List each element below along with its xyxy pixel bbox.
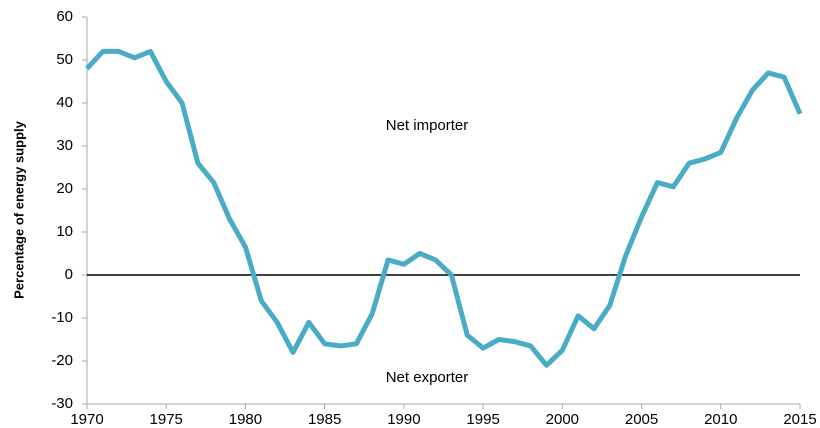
y-tick-label: 20 — [56, 180, 73, 197]
x-tick-label: 2005 — [625, 411, 658, 428]
y-tick-label: 50 — [56, 51, 73, 68]
y-tick-label: 0 — [65, 266, 73, 283]
y-tick-label: 10 — [56, 223, 73, 240]
annotation: Net exporter — [386, 369, 469, 386]
y-tick-label: -20 — [51, 352, 73, 369]
x-tick-label: 1975 — [150, 411, 183, 428]
x-tick-label: 1985 — [308, 411, 341, 428]
x-tick-label: 1980 — [229, 411, 262, 428]
data-line — [85, 48, 803, 368]
y-axis-label: Percentage of energy supply — [11, 120, 26, 298]
x-tick-label: 1990 — [387, 411, 420, 428]
y-tick-label: -10 — [51, 309, 73, 326]
annotation: Net importer — [386, 117, 469, 134]
x-tick-label: 2015 — [783, 411, 816, 428]
y-tick-label: 40 — [56, 94, 73, 111]
x-tick-label: 1970 — [70, 411, 103, 428]
x-tick-label: 1995 — [466, 411, 499, 428]
y-tick-label: 60 — [56, 8, 73, 25]
x-tick-label: 2000 — [546, 411, 579, 428]
x-tick-label: 2010 — [704, 411, 737, 428]
y-tick-label: -30 — [51, 395, 73, 412]
y-tick-label: 30 — [56, 137, 73, 154]
